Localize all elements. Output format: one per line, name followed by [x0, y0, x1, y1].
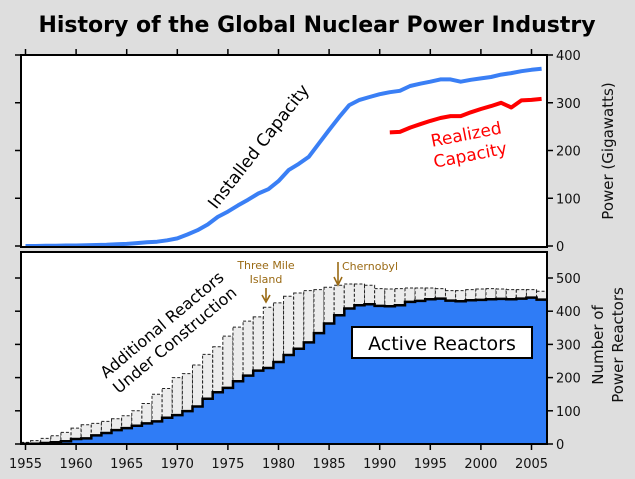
installed-capacity-line [25, 66, 542, 248]
chernobyl-annotation: Chernobyl [333, 260, 398, 287]
construction-bar [222, 335, 234, 389]
construction-bar [262, 306, 274, 369]
construction-bar [353, 283, 366, 306]
construction-bar [525, 289, 538, 299]
construction-bar [465, 289, 477, 301]
power-y-tick-label: 400 [556, 49, 581, 64]
x-tick-label: 1995 [414, 457, 447, 472]
reactors-y-tick-label: 0 [556, 438, 564, 453]
x-tick-label: 1980 [262, 457, 295, 472]
construction-bar [171, 377, 183, 416]
construction-bar [323, 286, 335, 324]
construction-bar [90, 422, 102, 436]
reactors-y-tick-label: 400 [556, 305, 581, 320]
construction-bar [131, 410, 143, 427]
construction-bar [384, 288, 396, 307]
chernobyl-arrow-icon [333, 262, 343, 287]
construction-bar [181, 373, 193, 412]
x-tick-label: 1975 [211, 457, 244, 472]
construction-bar [424, 287, 436, 300]
construction-bar [485, 288, 497, 300]
power-y-axis-label: Power (Gigawatts) [599, 82, 617, 219]
three-mile-island-arrow-icon [261, 288, 271, 304]
construction-bar [283, 295, 295, 356]
construction-bar [374, 288, 386, 307]
three-mile-island-label-line2: Island [250, 273, 283, 286]
construction-bar [404, 287, 416, 303]
construction-bar [475, 288, 487, 301]
power-y-tick-label: 0 [556, 240, 564, 255]
construction-bar [252, 316, 264, 372]
power-y-tick-label: 200 [556, 145, 581, 160]
construction-bar [212, 346, 224, 393]
construction-bar [515, 289, 527, 300]
construction-bar [121, 415, 133, 429]
construction-bar [455, 290, 467, 302]
x-tick-label: 2005 [515, 457, 548, 472]
construction-bar [414, 287, 426, 302]
x-tick-label: 1985 [313, 457, 346, 472]
x-tick-label: 1955 [9, 457, 42, 472]
construction-bar [60, 431, 72, 442]
three-mile-island-annotation: Three Mile Island [236, 259, 295, 304]
reactors-plot-frame [20, 251, 548, 445]
power-y-tick-label: 100 [556, 192, 581, 207]
active-reactors-outline [21, 296, 547, 445]
construction-bar [141, 402, 153, 424]
reactors-y-tick-label: 100 [556, 405, 581, 420]
construction-bar [80, 424, 92, 439]
reactors-y-tick-label: 200 [556, 372, 581, 387]
construction-bar [394, 288, 406, 306]
x-tick-label: 2000 [464, 457, 497, 472]
reactors-y-axis-label: Number of Power Reactors [589, 287, 627, 403]
three-mile-island-label-line1: Three Mile [236, 259, 295, 272]
power-y-tick-label: 300 [556, 97, 581, 112]
realized-capacity-line [389, 96, 542, 135]
construction-bar [202, 353, 214, 400]
reactors-y-tick-label: 500 [556, 272, 581, 287]
chernobyl-label: Chernobyl [342, 260, 398, 273]
x-tick-label: 1960 [60, 457, 93, 472]
construction-bar [444, 290, 457, 302]
construction-bar [293, 292, 305, 350]
construction-bar [100, 420, 113, 434]
reactors-y-axis-label-line1: Number of [589, 305, 607, 385]
construction-bar [242, 320, 254, 377]
construction-bar [536, 290, 548, 301]
construction-bar [191, 364, 204, 407]
construction-bar [434, 288, 446, 300]
active-reactors-label: Active Reactors [368, 333, 516, 355]
x-tick-label: 1990 [363, 457, 396, 472]
construction-bar [364, 284, 376, 305]
construction-bar [505, 289, 517, 300]
reactors-y-tick-label: 300 [556, 338, 581, 353]
construction-bar [313, 289, 325, 334]
construction-bar [151, 393, 163, 422]
construction-bar [111, 418, 123, 431]
construction-bar [495, 288, 507, 300]
power-plot-area [21, 55, 547, 247]
reactors-y-axis-label-line2: Power Reactors [609, 287, 627, 403]
construction-bar [333, 284, 345, 316]
reactors-panel: 0 100 200 300 400 500 1955 1960 1965 1970 1975 198… [9, 251, 627, 472]
construction-bar [232, 326, 244, 382]
construction-bar [272, 302, 285, 363]
active-reactors-label-box [351, 326, 533, 359]
construction-bar [161, 388, 173, 419]
construction-bar [343, 283, 355, 310]
x-tick-label: 1965 [110, 457, 143, 472]
construction-bar [303, 290, 315, 343]
construction-bar [70, 427, 82, 440]
chart-title: History of the Global Nuclear Power Indu… [38, 13, 595, 38]
x-tick-label: 1970 [161, 457, 194, 472]
